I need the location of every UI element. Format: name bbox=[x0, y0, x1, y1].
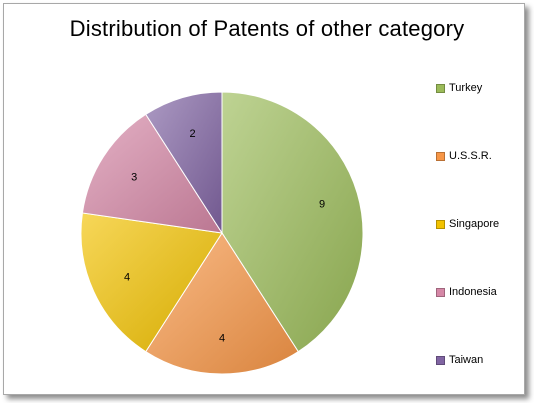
legend-swatch bbox=[436, 151, 445, 161]
legend-swatch bbox=[436, 219, 445, 229]
legend-label: Turkey bbox=[449, 82, 483, 94]
legend-item-taiwan: Taiwan bbox=[436, 353, 483, 367]
legend-swatch bbox=[436, 83, 445, 93]
pie-slice-indonesia bbox=[81, 113, 224, 234]
legend-item-u-s-s-r: U.S.S.R. bbox=[436, 149, 492, 163]
data-label-turkey: 9 bbox=[319, 199, 325, 211]
legend-item-singapore: Singapore bbox=[436, 217, 499, 231]
chart-legend: Turkey U.S.S.R. Singapore Indonesia Taiwan bbox=[436, 0, 532, 403]
data-label-taiwan: 2 bbox=[190, 128, 196, 140]
legend-label: Indonesia bbox=[449, 286, 497, 298]
pie-slice-taiwan bbox=[145, 91, 223, 235]
legend-label: Singapore bbox=[449, 218, 500, 230]
legend-label: Taiwan bbox=[449, 354, 484, 366]
pie-slice-u-s-s-r bbox=[145, 232, 299, 375]
data-label-singapore: 4 bbox=[124, 271, 130, 283]
data-label-u-s-s-r: 4 bbox=[219, 332, 225, 344]
pie-slice-singapore bbox=[80, 212, 223, 353]
chart-title: Distribution of Patents of other categor… bbox=[69, 16, 465, 41]
legend-item-indonesia: Indonesia bbox=[436, 285, 497, 299]
legend-item-turkey: Turkey bbox=[436, 81, 482, 95]
pie-slice-turkey bbox=[221, 91, 364, 353]
legend-swatch bbox=[436, 287, 445, 297]
legend-label: U.S.S.R. bbox=[449, 150, 492, 162]
legend-swatch bbox=[436, 355, 445, 365]
data-label-indonesia: 3 bbox=[131, 172, 137, 184]
